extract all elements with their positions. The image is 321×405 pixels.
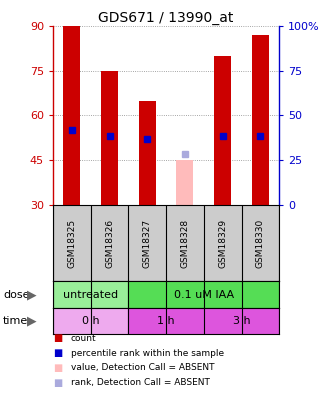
Text: 3 h: 3 h (233, 316, 250, 326)
Bar (139, 100, 156, 205)
Text: GSM18326: GSM18326 (105, 218, 114, 268)
Text: ■: ■ (53, 378, 62, 388)
Text: ▶: ▶ (27, 288, 37, 301)
Text: ▶: ▶ (27, 314, 37, 328)
Bar (53, 308, 128, 334)
Bar (128, 281, 279, 308)
Bar (53, 281, 128, 308)
Text: GSM18327: GSM18327 (143, 218, 152, 268)
Bar (252, 35, 269, 205)
Bar (177, 160, 194, 205)
Text: ■: ■ (53, 348, 62, 358)
Bar (128, 308, 204, 334)
Text: rank, Detection Call = ABSENT: rank, Detection Call = ABSENT (71, 378, 210, 387)
Text: dose: dose (3, 290, 30, 300)
Text: GSM18328: GSM18328 (180, 218, 189, 268)
Bar (101, 71, 118, 205)
Text: value, Detection Call = ABSENT: value, Detection Call = ABSENT (71, 363, 214, 372)
Text: time: time (3, 316, 29, 326)
Text: 1 h: 1 h (157, 316, 175, 326)
Text: GSM18325: GSM18325 (67, 218, 76, 268)
Text: untreated: untreated (63, 290, 118, 300)
Text: GSM18329: GSM18329 (218, 218, 227, 268)
Text: ■: ■ (53, 333, 62, 343)
Text: ■: ■ (53, 363, 62, 373)
Text: 0.1 uM IAA: 0.1 uM IAA (174, 290, 234, 300)
Text: GSM18330: GSM18330 (256, 218, 265, 268)
Text: count: count (71, 334, 96, 343)
Bar (204, 308, 279, 334)
Text: 0 h: 0 h (82, 316, 100, 326)
Bar (63, 26, 80, 205)
Text: percentile rank within the sample: percentile rank within the sample (71, 349, 224, 358)
Bar (214, 56, 231, 205)
Title: GDS671 / 13990_at: GDS671 / 13990_at (99, 11, 234, 25)
